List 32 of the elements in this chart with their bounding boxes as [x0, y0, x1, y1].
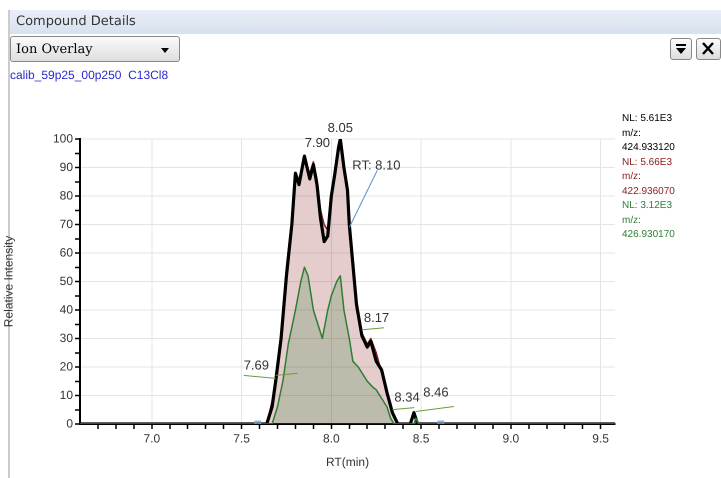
chart-subtitle: calib_59p25_00p250 C13Cl8 [10, 68, 168, 82]
y-tick-label: 50 [60, 274, 74, 288]
x-tick-label: 7.5 [233, 432, 250, 446]
y-tick-label: 100 [52, 131, 74, 146]
y-tick-label: 90 [60, 160, 74, 174]
annotation: 8.05 [328, 120, 353, 136]
x-tick-label: 9.0 [502, 432, 520, 446]
annotation: RT: 8.10 [352, 157, 400, 172]
annotation: 7.90 [304, 134, 330, 150]
chart-title: Compound Details [8, 10, 721, 34]
x-tick-label: 8.5 [412, 432, 430, 446]
y-tick-label: 10 [60, 388, 74, 402]
x-tick-label: 8.0 [323, 432, 340, 446]
annotation: 8.34 [394, 390, 420, 405]
x-tick-label: 9.5 [592, 432, 610, 446]
y-tick-label: 0 [66, 416, 74, 430]
x-tick-label: 7.0 [143, 432, 160, 446]
y-tick-label: 70 [60, 216, 74, 231]
y-tick-label: 30 [60, 330, 74, 345]
text: NL: 5.61E3 m/z: 424.933120 [622, 112, 675, 155]
annotation: 8.17 [364, 310, 390, 325]
text: NL: 5.66E3 m/z: 422.936070 [622, 156, 675, 198]
annotation: 7.69 [244, 357, 269, 372]
y-axis-title: Relative Intensity [2, 236, 16, 328]
y-tick-label: 40 [60, 302, 74, 316]
y-tick-label: 20 [60, 359, 74, 374]
text: Ion Overlay [16, 42, 93, 57]
annotation: 8.46 [423, 384, 449, 400]
y-tick-label: 60 [60, 245, 74, 260]
text: NL: 3.12E3 m/z: 426.930170 [622, 199, 675, 242]
x-axis-title: RT(min) [326, 455, 370, 470]
y-tick-label: 80 [60, 188, 74, 202]
